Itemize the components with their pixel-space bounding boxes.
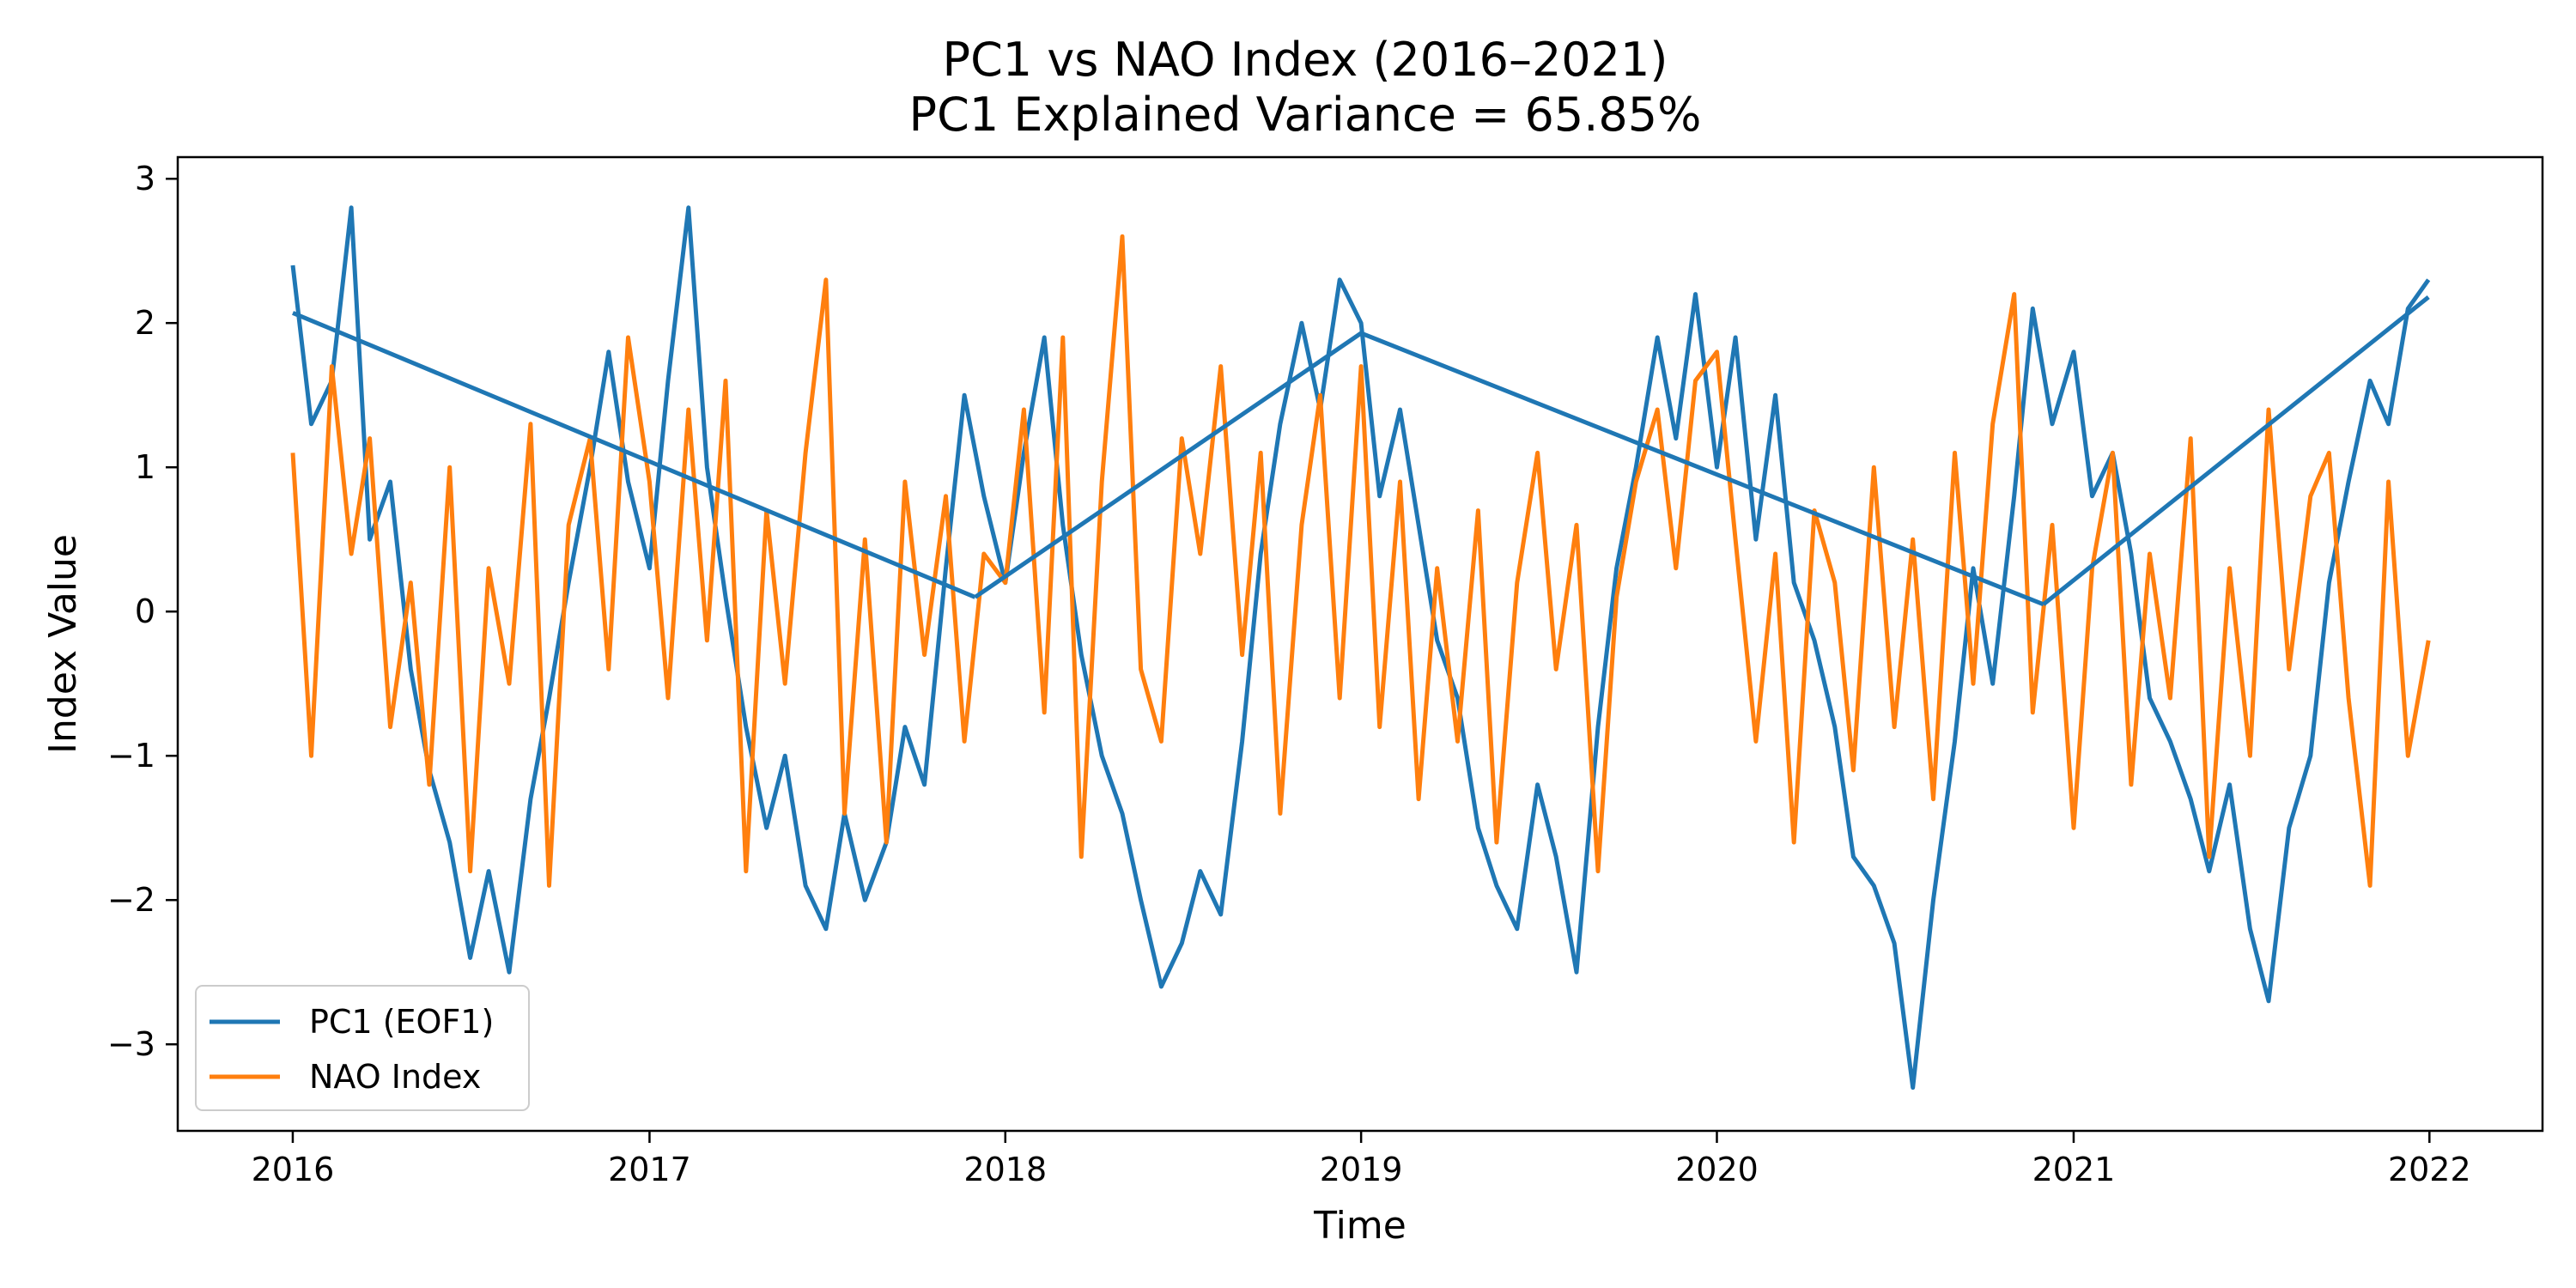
y-tick-label--3: −3 xyxy=(107,1025,155,1063)
legend: PC1 (EOF1) NAO Index xyxy=(195,985,530,1111)
series-line-pc1 xyxy=(290,205,2431,1091)
legend-label-nao: NAO Index xyxy=(309,1058,481,1096)
x-tick-label-2021: 2021 xyxy=(2032,1151,2116,1188)
plot-area xyxy=(290,205,2431,1091)
legend-box xyxy=(195,985,530,1111)
y-tick-label--1: −1 xyxy=(107,737,155,775)
x-tick-label-2019: 2019 xyxy=(1320,1151,1403,1188)
series-segment-2 xyxy=(1360,331,2044,607)
y-tick-label-1: 1 xyxy=(135,448,155,486)
series-segment-0 xyxy=(292,311,976,599)
x-axis-label: Time xyxy=(1313,1204,1406,1248)
series-segment-1 xyxy=(974,331,1363,599)
series-segment-3 xyxy=(2042,295,2430,606)
chart-subtitle: PC1 Explained Variance = 65.85% xyxy=(909,88,1702,142)
x-tick-label-2020: 2020 xyxy=(1675,1151,1759,1188)
y-tick-label-3: 3 xyxy=(135,160,155,197)
x-tick-label-2016: 2016 xyxy=(252,1151,335,1188)
x-tick-label-2017: 2017 xyxy=(608,1151,691,1188)
y-tick-label--2: −2 xyxy=(107,881,155,919)
plot-frame xyxy=(176,155,2544,1133)
x-tick-label-2018: 2018 xyxy=(963,1151,1047,1188)
y-tick-label-0: 0 xyxy=(135,592,155,630)
y-axis: −3 −2 −1 0 1 2 3 xyxy=(107,160,178,1063)
chart-title: PC1 vs NAO Index (2016–2021) xyxy=(943,33,1668,87)
legend-label-pc1: PC1 (EOF1) xyxy=(309,1003,494,1041)
x-tick-label-2022: 2022 xyxy=(2388,1151,2471,1188)
x-axis: 2016 2017 2018 2019 2020 2021 2022 xyxy=(252,1131,2471,1188)
y-tick-label-2: 2 xyxy=(135,304,155,342)
series-line-nao xyxy=(290,234,2431,888)
y-axis-label: Index Value xyxy=(41,534,85,754)
